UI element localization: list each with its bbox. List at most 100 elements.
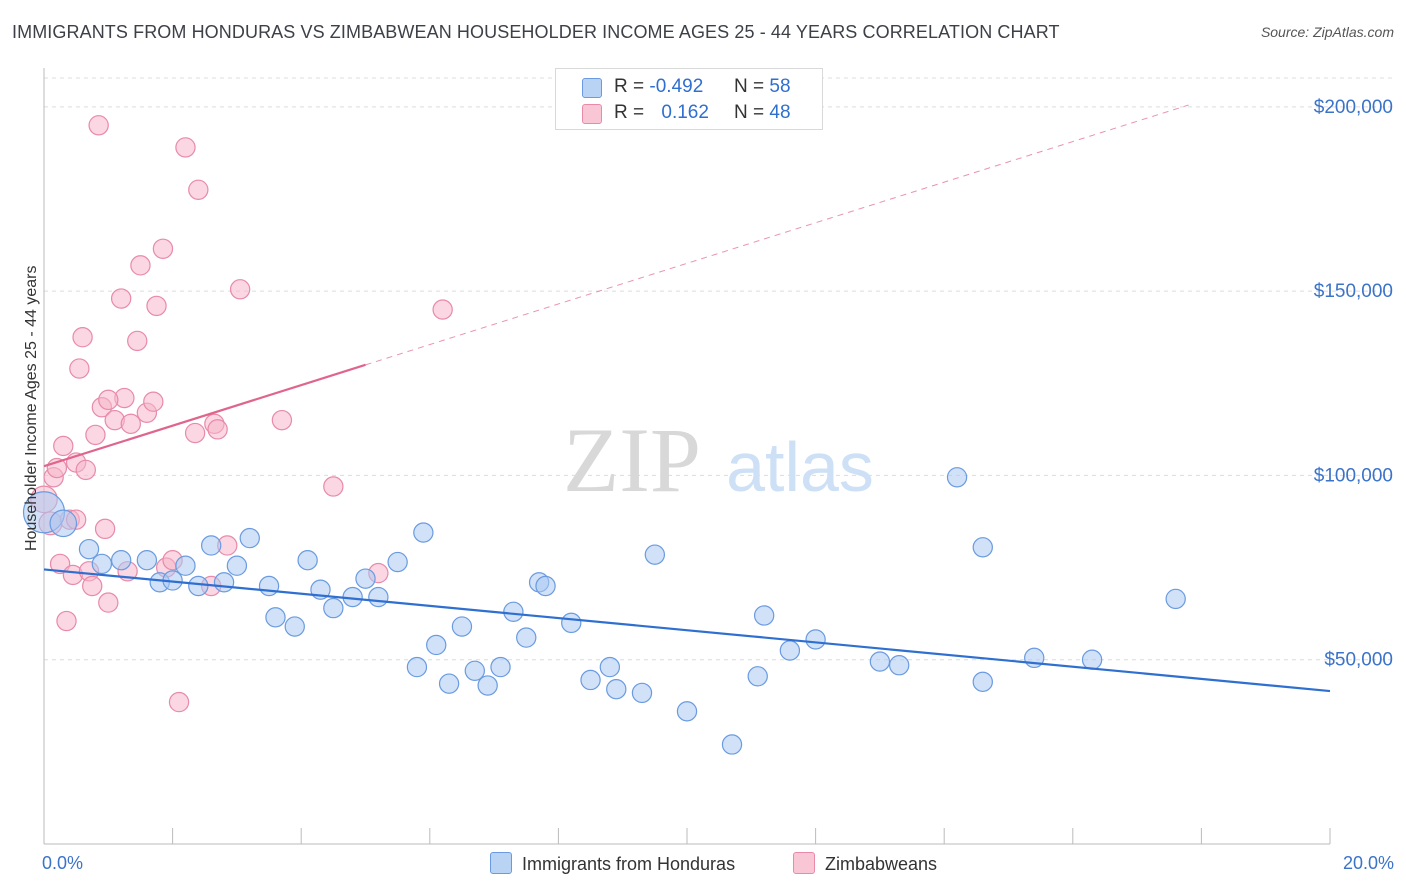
honduras-point xyxy=(535,575,556,597)
honduras-point xyxy=(413,522,434,543)
legend-n: N = 58 xyxy=(734,76,791,97)
zimbabweans-point xyxy=(152,238,174,259)
x-tick-label-min: 0.0% xyxy=(42,853,83,873)
honduras-point xyxy=(805,629,826,650)
honduras-point xyxy=(580,669,601,691)
zimbabweans-point xyxy=(188,179,209,200)
x-tick-labels: 0.0% 20.0% xyxy=(42,853,1394,873)
y-tick-label: $200,000 xyxy=(1314,97,1393,118)
zimbabweans-point xyxy=(110,288,132,309)
legend-swatch-pink xyxy=(582,104,602,124)
zimbabweans-point xyxy=(85,424,106,446)
zimbabweans-point xyxy=(98,389,119,411)
honduras-point xyxy=(599,656,621,678)
y-tick-label: $150,000 xyxy=(1314,281,1393,302)
legend-row-zimbabweans: R = 0.162 N = 48 xyxy=(556,102,822,128)
honduras-point xyxy=(136,550,158,571)
honduras-point xyxy=(226,555,248,576)
chart-title: IMMIGRANTS FROM HONDURAS VS ZIMBABWEAN H… xyxy=(12,22,1060,42)
honduras-point xyxy=(503,601,524,622)
honduras-point xyxy=(323,597,344,619)
honduras-point xyxy=(972,537,993,558)
zimbabweans-trend-line xyxy=(43,363,366,468)
zimbabweans-point xyxy=(120,413,141,435)
legend-swatch-pink xyxy=(793,852,815,874)
honduras-point xyxy=(355,568,376,589)
legend-swatch-blue xyxy=(490,852,512,874)
honduras-point xyxy=(265,607,286,628)
axes xyxy=(43,68,1331,845)
watermark-zip: ZIP xyxy=(563,409,701,511)
honduras-point xyxy=(516,627,537,648)
honduras-point xyxy=(451,616,473,637)
zimbabweans-point xyxy=(82,575,103,597)
honduras-point xyxy=(721,734,743,755)
honduras-point xyxy=(644,544,666,565)
legend-n: N = 48 xyxy=(734,102,791,123)
zimbabweans-point xyxy=(168,691,190,713)
honduras-point xyxy=(779,640,801,661)
zimbabweans-point xyxy=(184,422,206,444)
zimbabweans-point xyxy=(75,459,96,481)
zimbabweans-point xyxy=(72,327,93,348)
legend-swatch-blue xyxy=(582,78,602,98)
zimbabweans-point xyxy=(271,409,293,431)
legend-row-honduras: R = -0.492 N = 58 xyxy=(556,76,822,102)
y-tick-labels: $50,000 $100,000 $150,000 $200,000 xyxy=(1314,97,1393,671)
zimbabweans-point xyxy=(207,419,228,440)
watermark-atlas: atlas xyxy=(726,428,874,506)
bottom-legend: Immigrants from Honduras Zimbabweans xyxy=(0,852,1406,876)
honduras-point xyxy=(1165,588,1186,610)
source-label: Source: ZipAtlas.com xyxy=(1260,24,1394,40)
y-tick-label: $50,000 xyxy=(1324,650,1393,671)
zimbabweans-point xyxy=(53,435,74,457)
legend-r: R = -0.492 xyxy=(614,76,704,97)
honduras-point xyxy=(175,555,196,576)
watermark: ZIP atlas xyxy=(563,409,874,511)
honduras-trend-line xyxy=(43,568,1331,693)
y-tick-label: $100,000 xyxy=(1314,465,1393,486)
honduras-point xyxy=(477,675,498,696)
honduras-point xyxy=(561,612,582,634)
honduras-point xyxy=(91,553,113,575)
honduras-point xyxy=(406,656,428,678)
honduras-point xyxy=(284,616,305,637)
legend-item-zimbabweans: Zimbabweans xyxy=(793,852,937,875)
zimbabweans-point xyxy=(323,476,344,497)
honduras-point xyxy=(213,572,235,593)
honduras-point xyxy=(438,673,460,694)
honduras-point xyxy=(753,605,775,626)
zimbabweans-point xyxy=(49,553,71,575)
zimbabweans-point xyxy=(94,518,116,540)
honduras-point xyxy=(747,666,768,687)
honduras-point xyxy=(606,679,627,700)
zimbabweans-point xyxy=(432,299,453,320)
honduras-point xyxy=(368,586,389,608)
honduras-point xyxy=(78,538,100,560)
honduras-point xyxy=(110,550,132,571)
honduras-point xyxy=(239,527,260,549)
correlation-legend: R = -0.492 N = 58 R = 0.162 N = 48 xyxy=(555,68,823,130)
zimbabweans-point xyxy=(88,115,109,136)
honduras-point xyxy=(490,656,511,678)
legend-item-honduras: Immigrants from Honduras xyxy=(490,852,735,875)
honduras-point xyxy=(200,535,222,556)
zimbabweans-point xyxy=(127,330,148,352)
zimbabweans-point xyxy=(175,137,196,158)
honduras-point xyxy=(972,671,993,693)
y-axis-title: Householder Income Ages 25 - 44 years xyxy=(23,265,40,552)
grid-lines xyxy=(44,77,1394,661)
honduras-point xyxy=(258,575,280,597)
zimbabweans-point xyxy=(130,255,151,276)
zimbabweans-point xyxy=(69,358,90,379)
honduras-point xyxy=(888,655,910,676)
honduras-point xyxy=(869,651,891,672)
honduras-point xyxy=(387,551,408,573)
zimbabweans-point xyxy=(146,295,167,317)
honduras-point xyxy=(1081,649,1103,670)
zimbabweans-point xyxy=(56,610,77,632)
x-tick-label-max: 20.0% xyxy=(1343,853,1394,873)
honduras-point xyxy=(297,550,318,571)
honduras-point xyxy=(946,467,968,488)
